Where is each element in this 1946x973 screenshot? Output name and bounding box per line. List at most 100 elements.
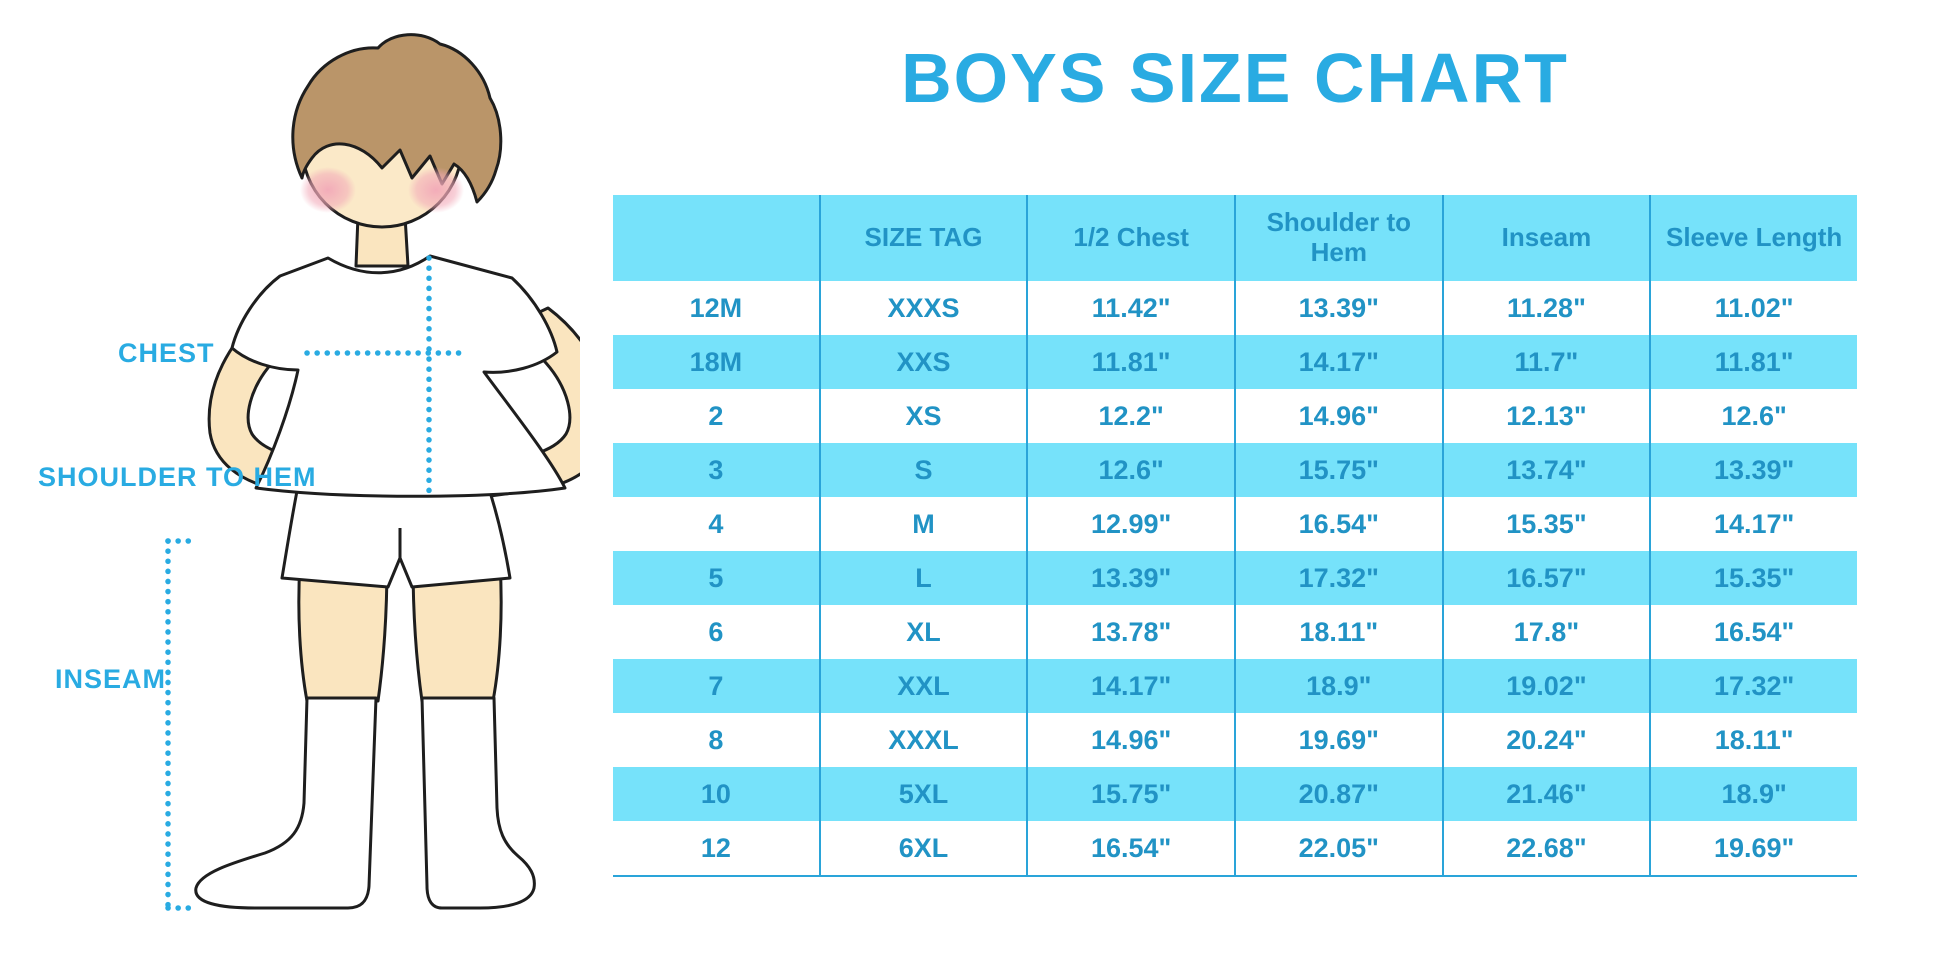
cell-half-chest: 14.17" [1026, 659, 1235, 713]
cell-sleeve-length: 14.17" [1649, 497, 1857, 551]
cell-inseam: 15.35" [1441, 497, 1651, 551]
cell-inseam: 12.13" [1441, 389, 1651, 443]
col-header-sleeve-length: Sleeve Length [1649, 195, 1857, 281]
cell-inseam: 22.68" [1441, 821, 1651, 876]
cell-size-tag: M [818, 497, 1028, 551]
cell-age-size: 18M [613, 335, 820, 389]
cell-inseam: 21.46" [1441, 767, 1651, 821]
cell-age-size: 8 [708, 724, 724, 755]
cell-age-size: 4 [708, 508, 724, 539]
right-blush [408, 167, 464, 213]
cell-inseam: 11.7" [1441, 335, 1651, 389]
left-blush [300, 167, 356, 213]
boy-illustration [165, 33, 580, 911]
cell-half-chest: 12.2" [1026, 389, 1235, 443]
cell-sleeve-length: 12.6" [1649, 389, 1857, 443]
cell-shoulder-to-hem: 18.11" [1233, 605, 1443, 659]
size-table-header: SIZE TAG 1/2 Chest Shoulder to Hem Insea… [613, 195, 1857, 281]
hair [291, 33, 503, 204]
cell-inseam: 17.8" [1441, 605, 1651, 659]
col-header-blank [613, 195, 820, 281]
cell-shoulder-to-hem: 18.9" [1233, 659, 1443, 713]
cell-half-chest: 16.54" [1026, 821, 1235, 876]
cell-sleeve-length: 18.11" [1649, 713, 1857, 767]
col-header-size-tag: SIZE TAG [818, 195, 1028, 281]
table-row: 5 L 13.39" 17.32" 16.57" 15.35" [613, 551, 1857, 605]
cell-age-size: 10 [613, 767, 820, 821]
table-row: 8 XXXL 14.96" 19.69" 20.24" 18.11" [613, 713, 1857, 767]
cell-inseam: 11.28" [1441, 281, 1651, 335]
cell-age-size: 6 [708, 616, 724, 647]
table-row: 6 XL 13.78" 18.11" 17.8" 16.54" [613, 605, 1857, 659]
cell-half-chest: 12.99" [1026, 497, 1235, 551]
cell-sleeve-length: 11.02" [1649, 281, 1857, 335]
table-row: 18M XXS 11.81" 14.17" 11.7" 11.81" [613, 335, 1857, 389]
shoulder-to-hem-label: SHOULDER TO HEM [38, 462, 317, 492]
header-row: SIZE TAG 1/2 Chest Shoulder to Hem Insea… [613, 195, 1857, 281]
cell-half-chest: 13.39" [1026, 551, 1235, 605]
cell-half-chest: 14.96" [1026, 713, 1235, 767]
cell-sleeve-length: 16.54" [1649, 605, 1857, 659]
size-table: SIZE TAG 1/2 Chest Shoulder to Hem Insea… [613, 195, 1857, 877]
cell-size-tag: 5XL [818, 767, 1028, 821]
cell-shoulder-to-hem: 16.54" [1233, 497, 1443, 551]
cell-age-size: 12 [700, 832, 731, 863]
cell-sleeve-length: 17.32" [1649, 659, 1857, 713]
cell-shoulder-to-hem: 19.69" [1233, 713, 1443, 767]
left-leg [297, 561, 389, 703]
cell-size-tag: 6XL [818, 821, 1028, 876]
cell-inseam: 19.02" [1441, 659, 1651, 713]
cell-inseam: 13.74" [1441, 443, 1651, 497]
col-header-half-chest: 1/2 Chest [1026, 195, 1235, 281]
cell-sleeve-length: 15.35" [1649, 551, 1857, 605]
page-title: BOYS SIZE CHART [901, 39, 1569, 117]
cell-sleeve-length: 11.81" [1649, 335, 1857, 389]
table-row: 10 5XL 15.75" 20.87" 21.46" 18.9" [613, 767, 1857, 821]
cell-shoulder-to-hem: 13.39" [1233, 281, 1443, 335]
table-row: 3 S 12.6" 15.75" 13.74" 13.39" [613, 443, 1857, 497]
cell-half-chest: 12.6" [1026, 443, 1235, 497]
inseam-label: INSEAM [55, 664, 167, 694]
cell-half-chest: 13.78" [1026, 605, 1235, 659]
cell-inseam: 20.24" [1441, 713, 1651, 767]
cell-size-tag: XS [818, 389, 1028, 443]
table-row: 12 6XL 16.54" 22.05" 22.68" 19.69" [613, 821, 1857, 876]
t-shirt [230, 254, 567, 498]
cell-size-tag: XL [818, 605, 1028, 659]
cell-shoulder-to-hem: 20.87" [1233, 767, 1443, 821]
cell-size-tag: L [818, 551, 1028, 605]
cell-inseam: 16.57" [1441, 551, 1651, 605]
col-header-inseam: Inseam [1441, 195, 1651, 281]
cell-shoulder-to-hem: 14.17" [1233, 335, 1443, 389]
table-row: 12M XXXS 11.42" 13.39" 11.28" 11.02" [613, 281, 1857, 335]
cell-age-size: 12M [689, 292, 743, 323]
table-row: 7 XXL 14.17" 18.9" 19.02" 17.32" [613, 659, 1857, 713]
cell-size-tag: XXXS [818, 281, 1028, 335]
chest-label: CHEST [118, 338, 215, 368]
left-sock-foot [194, 696, 378, 910]
table-row: 4 M 12.99" 16.54" 15.35" 14.17" [613, 497, 1857, 551]
cell-half-chest: 15.75" [1026, 767, 1235, 821]
cell-half-chest: 11.42" [1026, 281, 1235, 335]
col-header-shoulder-to-hem: Shoulder to Hem [1233, 195, 1443, 281]
cell-age-size: 3 [613, 443, 820, 497]
right-sock-foot [420, 696, 536, 910]
cell-shoulder-to-hem: 22.05" [1233, 821, 1443, 876]
cell-shoulder-to-hem: 14.96" [1233, 389, 1443, 443]
cell-size-tag: XXXL [818, 713, 1028, 767]
cell-age-size: 7 [613, 659, 820, 713]
cell-age-size: 5 [613, 551, 820, 605]
cell-sleeve-length: 19.69" [1649, 821, 1857, 876]
table-row: 2 XS 12.2" 14.96" 12.13" 12.6" [613, 389, 1857, 443]
cell-shoulder-to-hem: 17.32" [1233, 551, 1443, 605]
cell-size-tag: S [818, 443, 1028, 497]
cell-sleeve-length: 18.9" [1649, 767, 1857, 821]
cell-size-tag: XXL [818, 659, 1028, 713]
cell-half-chest: 11.81" [1026, 335, 1235, 389]
size-table-body: 12M XXXS 11.42" 13.39" 11.28" 11.02" 18M… [613, 281, 1857, 876]
cell-age-size: 2 [708, 400, 724, 431]
cell-size-tag: XXS [818, 335, 1028, 389]
cell-shoulder-to-hem: 15.75" [1233, 443, 1443, 497]
cell-sleeve-length: 13.39" [1649, 443, 1857, 497]
